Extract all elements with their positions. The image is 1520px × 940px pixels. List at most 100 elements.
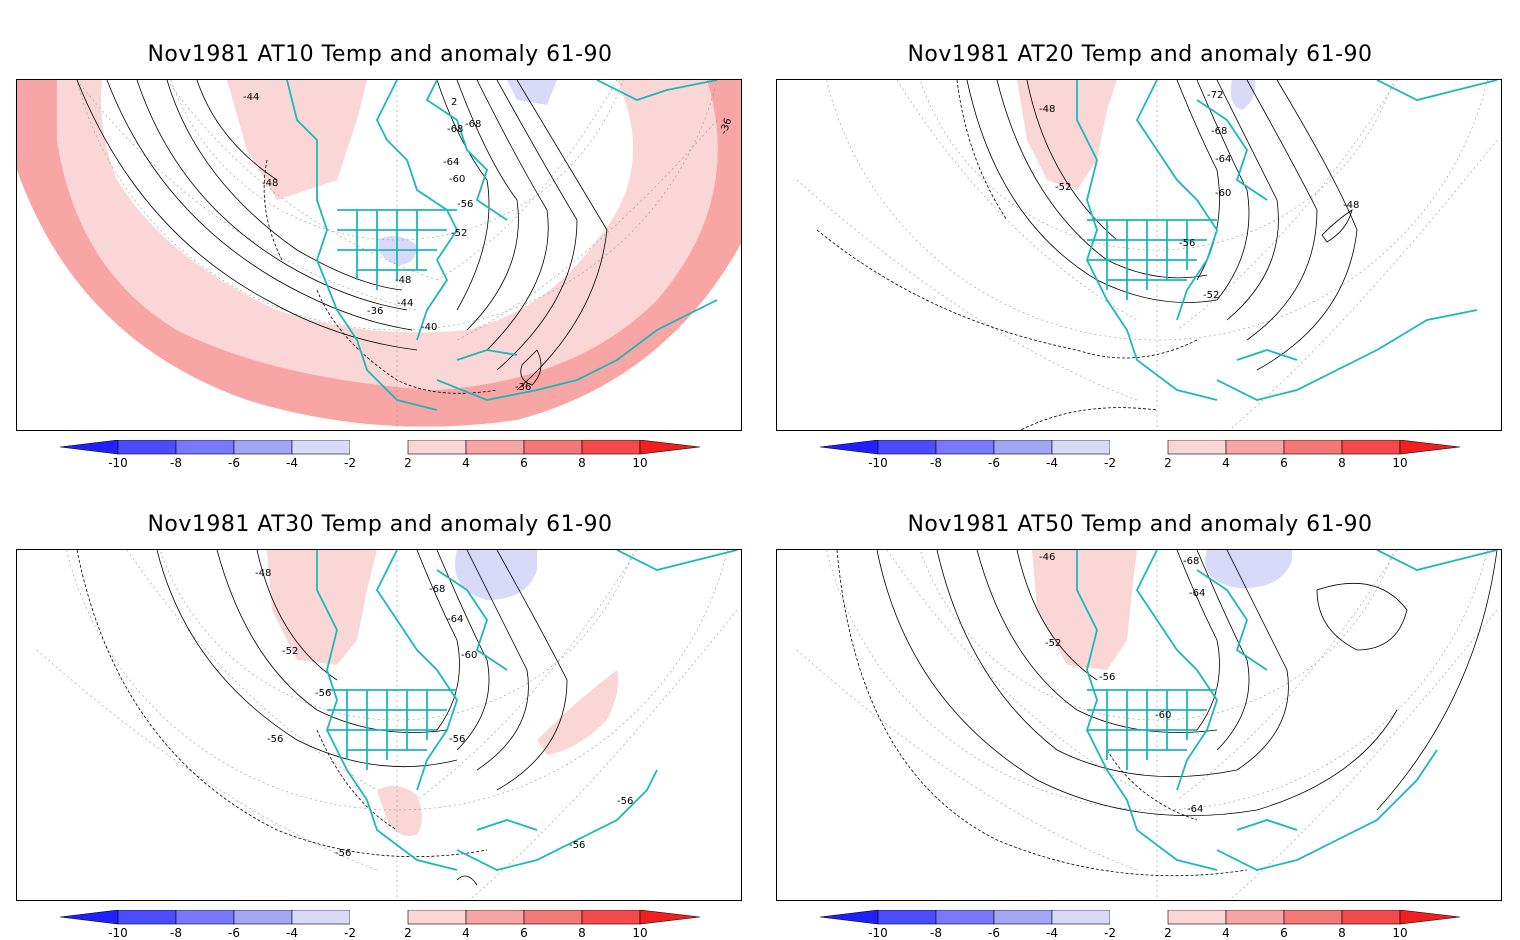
contour-label: -52 xyxy=(1055,182,1071,193)
colorbar-tick-label: -8 xyxy=(930,456,942,470)
contour-label: -56 xyxy=(617,796,633,807)
contour-label: -44 xyxy=(243,92,259,103)
anomaly-region-ring-light xyxy=(57,80,718,390)
colorbar-swatch xyxy=(935,910,995,925)
contour-label: -64 xyxy=(447,614,463,625)
contour-label: -48 xyxy=(1039,104,1055,115)
colorbar-swatch xyxy=(175,440,235,455)
colorbar-swatch xyxy=(1283,910,1343,925)
colorbar-swatch xyxy=(581,910,641,925)
colorbar-tick-label: -2 xyxy=(344,456,356,470)
colorbar-tick-label: -10 xyxy=(108,926,128,940)
contour-label: -36 xyxy=(515,382,531,393)
colorbar-tick-label: 2 xyxy=(404,456,412,470)
contour-label: -48 xyxy=(1343,200,1359,211)
contour-label: -60 xyxy=(461,650,477,661)
contour-label: -52 xyxy=(1203,290,1219,301)
contour-label: -64 xyxy=(1215,154,1231,165)
contour-label: -68 xyxy=(429,584,445,595)
colorbar: -10 -8 -6 -4 -2 2 4 6 8 10 xyxy=(0,910,760,940)
contour-label: -52 xyxy=(451,228,467,239)
colorbar-swatch xyxy=(407,440,467,455)
colorbar-swatch-lt-neg10 xyxy=(819,440,879,455)
map-panel-at10: Nov1981 AT10 Temp and anomaly 61-90 xyxy=(0,0,760,470)
colorbar-tick-label: -2 xyxy=(344,926,356,940)
colorbar-tick-label: -2 xyxy=(1104,456,1116,470)
colorbar-swatch xyxy=(1051,440,1111,455)
colorbar-swatch-gt-10 xyxy=(1399,440,1461,455)
map-area: -44 -68 2 -68 -64 -60 -56 -52 -48 -48 -4… xyxy=(16,79,742,431)
colorbar-tick-label: -4 xyxy=(1046,456,1058,470)
anomaly-region-neg-east xyxy=(455,550,537,600)
contour-label: -52 xyxy=(1045,638,1061,649)
colorbar-swatch xyxy=(1283,440,1343,455)
panel-title: Nov1981 AT10 Temp and anomaly 61-90 xyxy=(147,42,613,67)
contour-label: -60 xyxy=(1155,710,1171,721)
colorbar-swatch xyxy=(993,910,1053,925)
colorbar-tick-label: -10 xyxy=(868,926,888,940)
colorbar-swatch xyxy=(1051,910,1111,925)
colorbar-tick-label: 10 xyxy=(632,456,648,470)
contour-label: -56 xyxy=(315,688,331,699)
colorbar-swatch xyxy=(1225,910,1285,925)
anomaly-region-neg-east xyxy=(1230,80,1256,110)
colorbar-swatch-gt-10 xyxy=(639,440,701,455)
colorbar-tick-label: -6 xyxy=(988,456,1000,470)
contour-label: -68 xyxy=(1211,126,1227,137)
colorbar-swatch xyxy=(1167,910,1227,925)
contour-label: -68 xyxy=(447,124,463,135)
colorbar-swatch-lt-neg10 xyxy=(59,440,119,455)
anomaly-region-north xyxy=(267,550,377,665)
contour-label: -40 xyxy=(421,322,437,333)
panel-title: Nov1981 AT30 Temp and anomaly 61-90 xyxy=(147,512,613,537)
colorbar-swatch xyxy=(877,910,937,925)
colorbar-tick-label: -10 xyxy=(108,456,128,470)
contour-label: 2 xyxy=(451,97,457,108)
colorbar-tick-label: -8 xyxy=(170,926,182,940)
colorbar-swatch xyxy=(291,910,351,925)
contour-label: -56 xyxy=(1099,672,1115,683)
contour-label: -56 xyxy=(335,848,351,859)
colorbar-swatch xyxy=(1341,440,1401,455)
colorbar-tick-label: 8 xyxy=(1338,456,1346,470)
colorbar: -10 -8 -6 -4 -2 2 4 6 8 10 xyxy=(760,910,1520,940)
colorbar-tick-label: -4 xyxy=(1046,926,1058,940)
colorbar-swatch xyxy=(465,910,525,925)
anomaly-region-ring-mid xyxy=(17,80,741,427)
contour-label: -64 xyxy=(1187,804,1203,815)
contour-label: -44 xyxy=(397,298,413,309)
colorbar-tick-label: 6 xyxy=(1280,926,1288,940)
contour-label: -36 xyxy=(719,117,735,136)
colorbar-tick-label: 6 xyxy=(520,456,528,470)
map-area: -48 -72 -68 -64 -60 -56 -52 -52 -48 xyxy=(776,79,1502,431)
anomaly-region-north xyxy=(1032,550,1137,670)
colorbar: -10 -8 -6 -4 -2 2 4 6 8 10 xyxy=(0,440,760,470)
colorbar-tick-label: -6 xyxy=(228,456,240,470)
colorbar-swatch xyxy=(350,910,408,924)
contour-label: -56 xyxy=(1179,238,1195,249)
colorbar-swatch xyxy=(350,440,408,454)
map-panel-at20: Nov1981 AT20 Temp and anomaly 61-90 xyxy=(760,0,1520,470)
colorbar-swatch xyxy=(581,440,641,455)
colorbar-tick-label: 10 xyxy=(1392,456,1408,470)
contour-label: -48 xyxy=(395,275,411,286)
colorbar-swatch xyxy=(523,440,583,455)
contour-label: -56 xyxy=(569,840,585,851)
contour-label: -46 xyxy=(1039,552,1055,563)
contour-label: -60 xyxy=(449,174,465,185)
colorbar-swatch xyxy=(1225,440,1285,455)
contour-label: -56 xyxy=(457,199,473,210)
colorbar: -10 -8 -6 -4 -2 2 4 6 8 10 xyxy=(760,440,1520,470)
colorbar-tick-label: 8 xyxy=(578,926,586,940)
colorbar-swatch xyxy=(117,440,177,455)
colorbar-tick-label: 4 xyxy=(462,456,470,470)
colorbar-tick-label: 4 xyxy=(462,926,470,940)
colorbar-tick-label: -8 xyxy=(930,926,942,940)
colorbar-tick-label: 2 xyxy=(404,926,412,940)
colorbar-swatch xyxy=(1167,440,1227,455)
panel-title: Nov1981 AT50 Temp and anomaly 61-90 xyxy=(907,512,1373,537)
colorbar-swatch xyxy=(993,440,1053,455)
colorbar-swatch xyxy=(1110,910,1168,924)
colorbar-swatch xyxy=(233,440,293,455)
colorbar-tick-label: 4 xyxy=(1222,456,1230,470)
